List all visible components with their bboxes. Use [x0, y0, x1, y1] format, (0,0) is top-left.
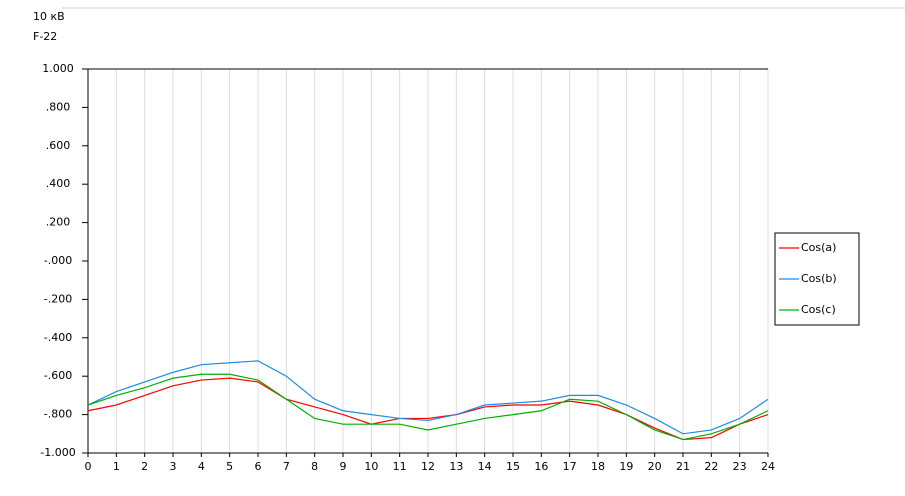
x-tick-label: 7: [283, 460, 290, 473]
x-tick-label: 12: [421, 460, 435, 473]
x-tick-label: 9: [340, 460, 347, 473]
x-tick-label: 10: [364, 460, 378, 473]
x-tick-label: 19: [619, 460, 633, 473]
x-tick-label: 6: [255, 460, 262, 473]
x-tick-label: 1: [113, 460, 120, 473]
y-tick-label: -.000: [44, 254, 72, 267]
x-tick-label: 11: [393, 460, 407, 473]
y-tick-label: 1.000: [42, 62, 74, 75]
x-tick-label: 4: [198, 460, 205, 473]
x-tick-label: 21: [676, 460, 690, 473]
chart-title: 10 кВ: [33, 10, 65, 23]
y-tick-label: -1.000: [40, 446, 75, 459]
chart-subtitle: F-22: [33, 30, 57, 43]
x-tick-label: 13: [449, 460, 463, 473]
x-tick-label: 20: [648, 460, 662, 473]
y-tick-label: -.800: [44, 408, 72, 421]
series-line: [87, 373, 769, 441]
x-tick-label: 15: [506, 460, 520, 473]
x-tick-label: 0: [85, 460, 92, 473]
y-tick-label: -.200: [44, 292, 72, 305]
legend-label: Cos(a): [801, 241, 836, 254]
x-tick-label: 2: [141, 460, 148, 473]
legend-label: Cos(b): [801, 272, 837, 285]
y-tick-label: .800: [46, 100, 71, 113]
y-tick-label: .200: [46, 216, 71, 229]
x-tick-label: 23: [733, 460, 747, 473]
y-tick-label: .600: [46, 139, 71, 152]
x-tick-label: 14: [478, 460, 492, 473]
series-line: [87, 360, 769, 435]
x-tick-label: 8: [311, 460, 318, 473]
x-tick-label: 17: [563, 460, 577, 473]
x-tick-label: 18: [591, 460, 605, 473]
x-tick-label: 22: [704, 460, 718, 473]
x-tick-label: 24: [761, 460, 775, 473]
x-tick-label: 16: [534, 460, 548, 473]
series-line: [87, 377, 769, 441]
legend-label: Cos(c): [801, 303, 836, 316]
x-tick-label: 5: [226, 460, 233, 473]
y-tick-label: .400: [46, 177, 71, 190]
x-tick-label: 3: [170, 460, 177, 473]
y-tick-label: -.400: [44, 331, 72, 344]
y-tick-label: -.600: [44, 369, 72, 382]
